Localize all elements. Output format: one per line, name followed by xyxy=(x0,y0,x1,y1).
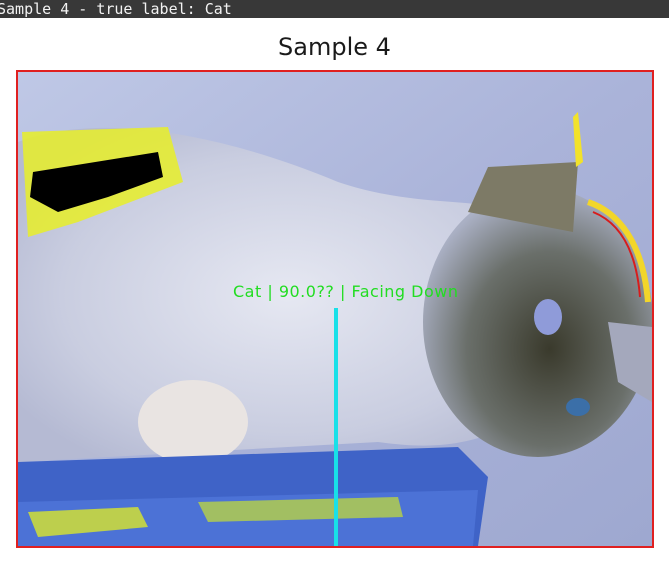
window-title-bar: Sample 4 - true label: Cat xyxy=(0,0,669,18)
indicator-line xyxy=(334,308,338,546)
prediction-overlay-text: Cat | 90.0?? | Facing Down xyxy=(233,282,458,301)
image-frame: Cat | 90.0?? | Facing Down xyxy=(16,70,654,548)
plot-title: Sample 4 xyxy=(0,31,669,63)
cat-image xyxy=(18,72,652,546)
window-title: Sample 4 - true label: Cat xyxy=(0,0,232,18)
